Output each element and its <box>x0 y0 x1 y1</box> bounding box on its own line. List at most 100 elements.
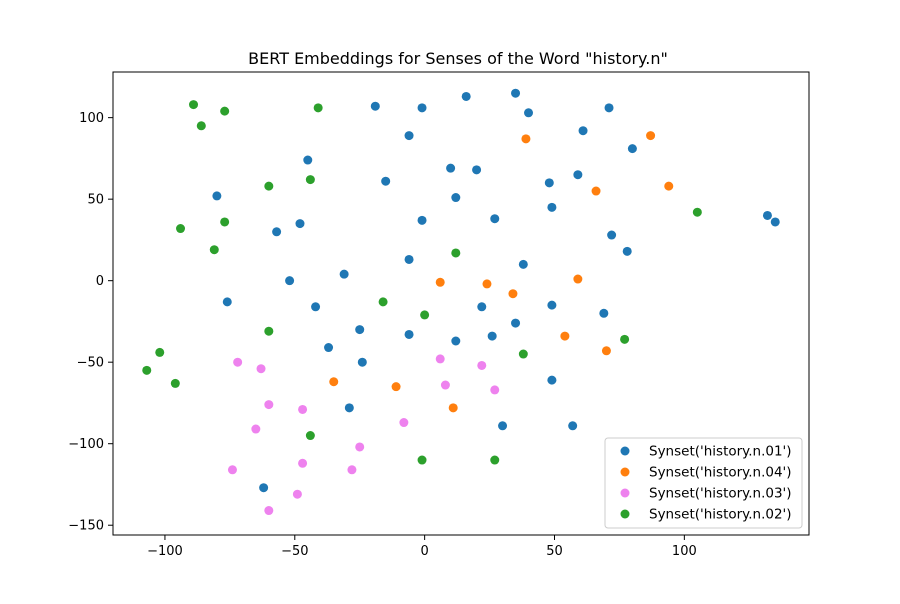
data-point-series-1 <box>212 191 222 201</box>
data-point-series-3 <box>251 424 261 434</box>
data-point-series-1 <box>272 227 282 237</box>
data-point-series-2 <box>508 289 518 299</box>
data-point-series-3 <box>298 458 308 468</box>
y-tick-label: −50 <box>77 356 104 371</box>
data-point-series-4 <box>305 431 315 441</box>
data-point-series-2 <box>521 134 531 144</box>
data-point-series-4 <box>189 100 199 110</box>
legend: Synset('history.n.01') Synset('history.n.… <box>604 437 803 529</box>
data-point-series-2 <box>664 181 674 191</box>
data-point-series-1 <box>547 375 557 385</box>
data-point-series-2 <box>435 277 445 287</box>
data-point-series-4 <box>209 245 219 255</box>
data-point-series-3 <box>435 354 445 364</box>
data-point-series-1 <box>472 165 482 175</box>
data-point-series-3 <box>490 385 500 395</box>
data-point-series-1 <box>259 483 269 493</box>
data-point-series-1 <box>477 302 487 312</box>
y-tick-label: 0 <box>96 274 104 289</box>
data-point-series-1 <box>568 421 578 431</box>
data-point-series-2 <box>391 382 401 392</box>
legend-items: Synset('history.n.01') Synset('history.n.… <box>620 444 792 523</box>
data-point-series-2 <box>646 131 656 141</box>
data-point-series-1 <box>381 176 391 186</box>
data-point-series-1 <box>511 318 521 328</box>
data-point-series-1 <box>404 329 414 339</box>
data-point-series-1 <box>461 91 471 101</box>
data-point-series-1 <box>604 103 614 113</box>
data-point-series-1 <box>762 210 772 220</box>
chart-title: BERT Embeddings for Senses of the Word "… <box>248 49 668 68</box>
data-point-series-1 <box>370 101 380 111</box>
data-point-series-1 <box>417 215 427 225</box>
plot-area-frame <box>112 71 810 536</box>
data-point-series-4 <box>155 347 165 357</box>
legend-marker <box>620 446 630 456</box>
data-point-series-1 <box>404 254 414 264</box>
data-point-series-4 <box>196 121 206 131</box>
data-point-series-1 <box>487 331 497 341</box>
data-point-series-1 <box>446 163 456 173</box>
data-point-series-3 <box>227 465 237 475</box>
data-point-series-4 <box>692 207 702 217</box>
data-point-series-3 <box>477 360 487 370</box>
data-point-series-3 <box>440 380 450 390</box>
data-point-series-3 <box>264 506 274 516</box>
data-point-series-2 <box>573 274 583 284</box>
data-point-series-1 <box>498 421 508 431</box>
y-tick-label: 50 <box>87 193 104 208</box>
data-point-series-4 <box>420 310 430 320</box>
data-points <box>142 88 780 516</box>
legend-marker <box>620 467 630 477</box>
y-tick-label: −150 <box>68 519 104 534</box>
data-point-series-3 <box>292 489 302 499</box>
legend-label: Synset('history.n.03') <box>649 486 792 502</box>
y-tick-label: −100 <box>68 437 104 452</box>
data-point-series-3 <box>256 364 266 374</box>
data-point-series-2 <box>448 403 458 413</box>
data-point-series-1 <box>451 336 461 346</box>
data-point-series-1 <box>404 131 414 141</box>
data-point-series-3 <box>264 400 274 410</box>
y-tick-label: 100 <box>79 111 104 126</box>
data-point-series-3 <box>355 442 365 452</box>
data-point-series-1 <box>222 297 232 307</box>
data-point-series-2 <box>482 279 492 289</box>
data-point-series-1 <box>344 403 354 413</box>
data-point-series-1 <box>607 230 617 240</box>
data-point-series-3 <box>233 357 243 367</box>
data-point-series-4 <box>142 365 152 375</box>
data-point-series-1 <box>490 214 500 224</box>
data-point-series-4 <box>170 378 180 388</box>
data-point-series-1 <box>355 325 365 335</box>
data-point-series-1 <box>357 357 367 367</box>
legend-label: Synset('history.n.01') <box>649 444 792 460</box>
data-point-series-1 <box>544 178 554 188</box>
legend-marker <box>620 509 630 519</box>
data-point-series-2 <box>560 331 570 341</box>
x-tick-label: 0 <box>421 544 429 559</box>
data-point-series-4 <box>451 248 461 258</box>
data-point-series-4 <box>220 217 230 227</box>
x-tick-label: −100 <box>147 544 183 559</box>
data-point-series-1 <box>303 155 313 165</box>
data-point-series-1 <box>770 217 780 227</box>
data-point-series-2 <box>329 377 339 387</box>
data-point-series-4 <box>220 106 230 116</box>
x-tick-label: 100 <box>672 544 697 559</box>
legend-label: Synset('history.n.04') <box>649 465 792 481</box>
data-point-series-4 <box>313 103 323 113</box>
data-point-series-1 <box>511 88 521 98</box>
data-point-series-4 <box>378 297 388 307</box>
data-point-series-1 <box>547 202 557 212</box>
data-point-series-1 <box>417 103 427 113</box>
legend-marker <box>620 488 630 498</box>
data-point-series-3 <box>347 465 357 475</box>
data-point-series-4 <box>264 326 274 336</box>
data-point-series-4 <box>518 349 528 359</box>
data-point-series-4 <box>490 455 500 465</box>
data-point-series-1 <box>524 108 534 118</box>
data-point-series-1 <box>295 219 305 229</box>
